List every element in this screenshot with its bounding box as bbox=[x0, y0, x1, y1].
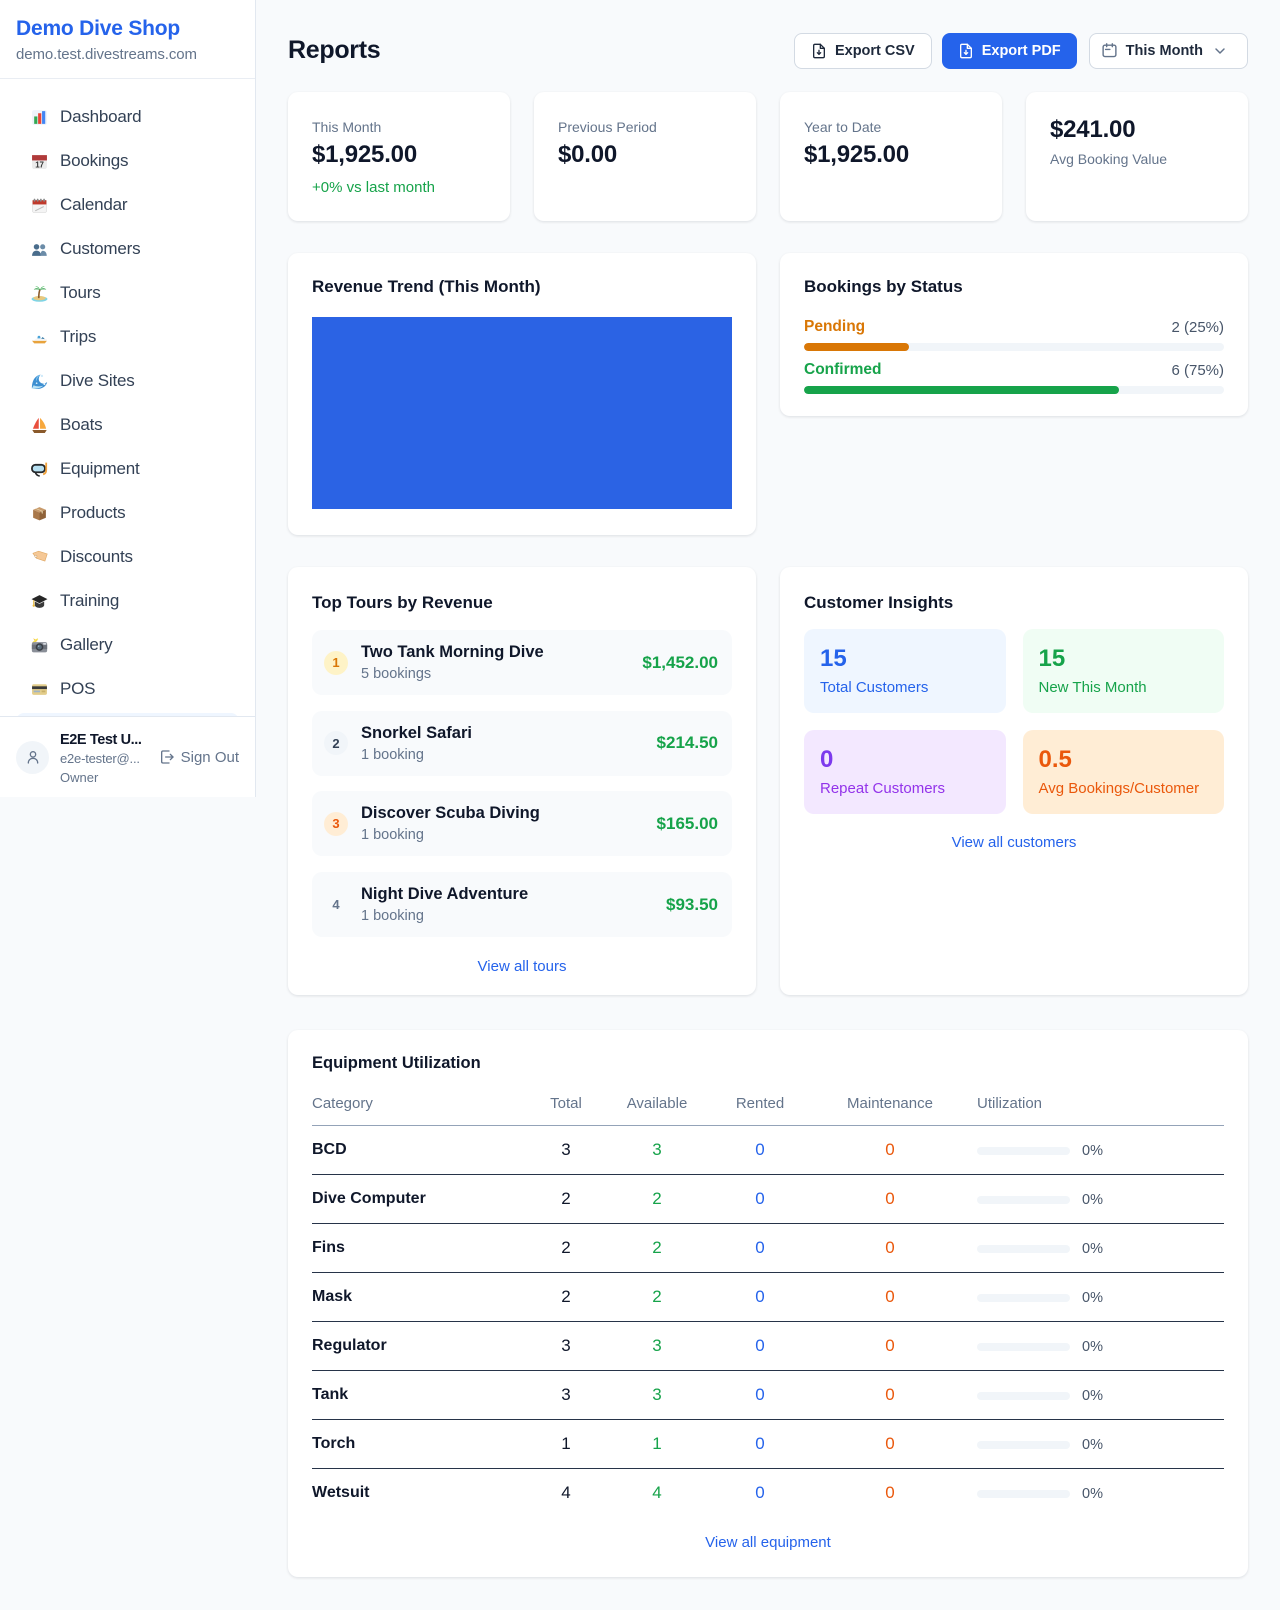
svg-text:17: 17 bbox=[35, 160, 44, 169]
